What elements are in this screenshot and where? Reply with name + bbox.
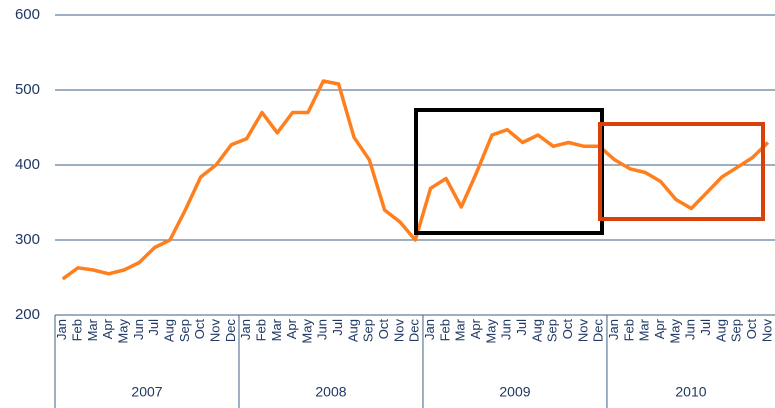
x-tick-label: May: [667, 319, 682, 344]
x-tick-label: Feb: [621, 319, 636, 341]
x-tick-label: Jun: [315, 319, 330, 340]
x-tick-label: Jul: [698, 319, 713, 336]
highlight-box: [598, 122, 765, 221]
x-tick-label: Nov: [207, 319, 222, 343]
x-tick-label: Jun: [131, 319, 146, 340]
y-tick-label: 500: [15, 81, 40, 98]
year-label: 2010: [675, 384, 706, 400]
x-tick-label: May: [299, 319, 314, 344]
x-tick-label: Feb: [437, 319, 452, 341]
year-label: 2007: [131, 384, 162, 400]
x-tick-label: Jan: [238, 319, 253, 340]
x-tick-label: Sep: [177, 319, 192, 342]
x-tick-label: Oct: [376, 319, 391, 340]
x-tick-label: Aug: [345, 319, 360, 342]
x-tick-label: Jan: [54, 319, 69, 340]
x-tick-label: Apr: [284, 318, 299, 339]
y-tick-label: 300: [15, 231, 40, 248]
x-tick-label: Mar: [85, 318, 100, 341]
x-tick-label: Dec: [591, 319, 606, 343]
y-tick-label: 400: [15, 156, 40, 173]
x-tick-label: Sep: [361, 319, 376, 342]
x-tick-label: Jun: [499, 319, 514, 340]
y-tick-label: 200: [15, 306, 40, 323]
x-tick-label: May: [115, 319, 130, 344]
x-tick-label: Dec: [407, 319, 422, 343]
x-tick-label: Feb: [253, 319, 268, 341]
x-tick-label: Feb: [69, 319, 84, 341]
year-label: 2008: [315, 384, 346, 400]
x-tick-label: Mar: [269, 318, 284, 341]
year-label: 2009: [499, 384, 530, 400]
x-tick-label: Jul: [514, 319, 529, 336]
x-tick-label: Sep: [545, 319, 560, 342]
x-tick-label: Oct: [744, 319, 759, 340]
y-tick-label: 600: [15, 6, 40, 23]
x-tick-label: Apr: [468, 318, 483, 339]
x-tick-label: Jan: [606, 319, 621, 340]
x-tick-label: Oct: [192, 319, 207, 340]
highlight-box: [414, 108, 604, 235]
x-tick-label: Jul: [330, 319, 345, 336]
x-tick-label: Aug: [529, 319, 544, 342]
series-line: [61, 79, 770, 281]
x-tick-label: Sep: [729, 319, 744, 342]
x-tick-label: Apr: [652, 318, 667, 339]
x-tick-label: Jun: [683, 319, 698, 340]
x-tick-label: Mar: [637, 318, 652, 341]
x-tick-label: Nov: [391, 319, 406, 343]
x-tick-label: May: [483, 319, 498, 344]
x-tick-label: Jan: [422, 319, 437, 340]
x-tick-label: Aug: [161, 319, 176, 342]
x-tick-label: Jul: [146, 319, 161, 336]
x-tick-label: Nov: [575, 319, 590, 343]
x-tick-label: Dec: [223, 319, 238, 343]
x-tick-label: Nov: [759, 319, 774, 343]
x-tick-label: Mar: [453, 318, 468, 341]
x-tick-label: Aug: [713, 319, 728, 342]
x-tick-label: Oct: [560, 319, 575, 340]
x-tick-label: Apr: [100, 318, 115, 339]
